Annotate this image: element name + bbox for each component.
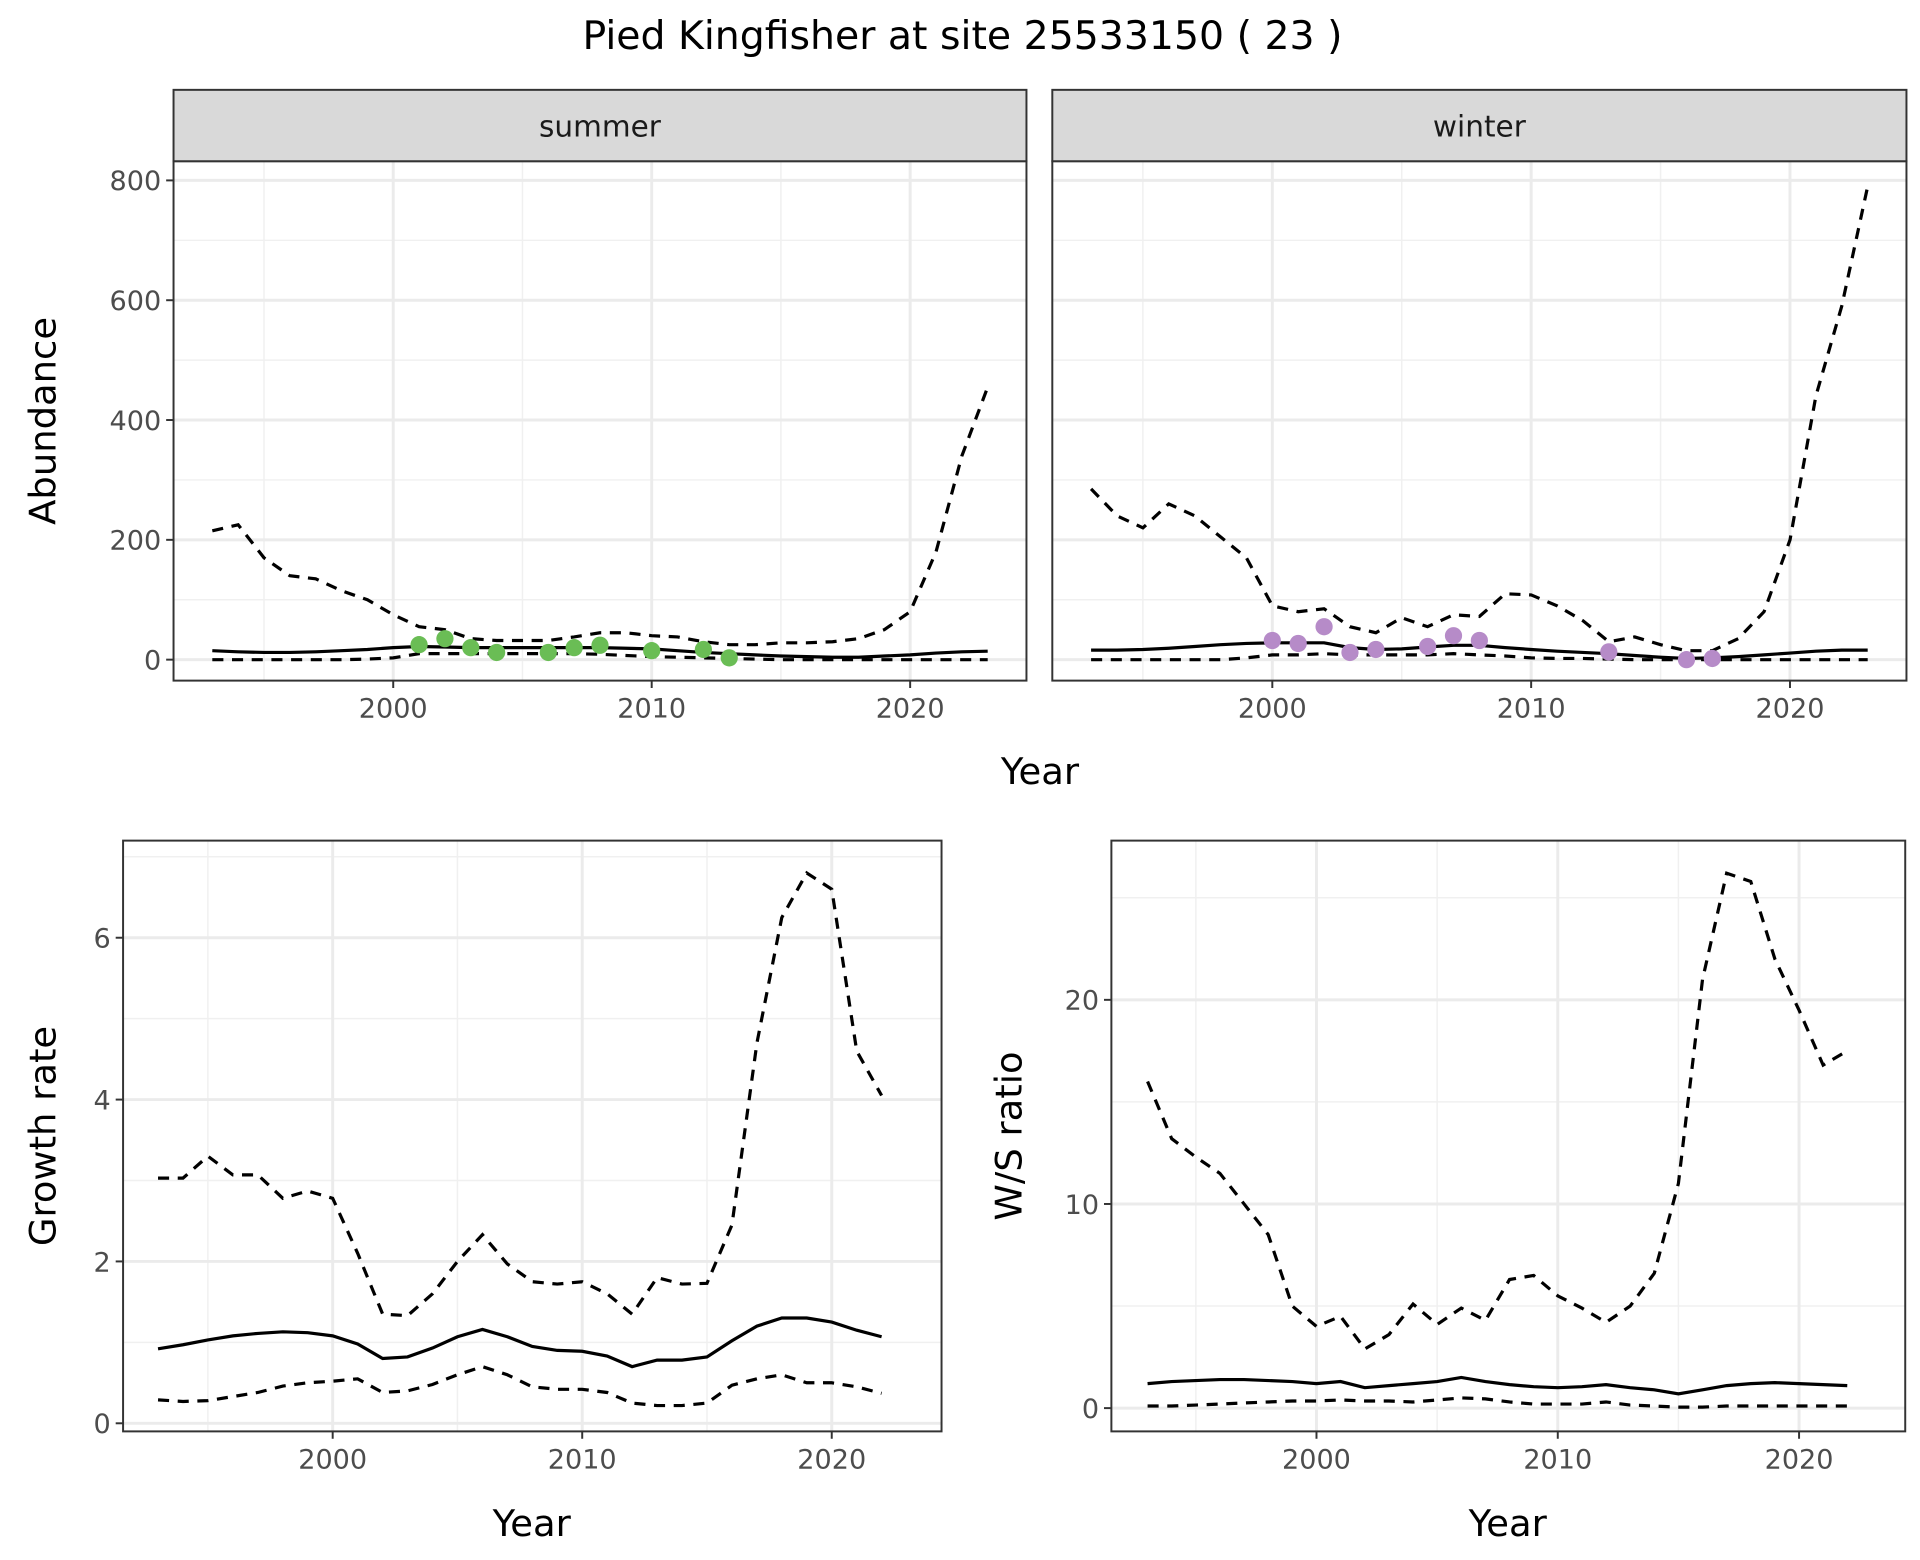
- facet-strip-label: summer: [539, 110, 662, 144]
- y-tick-label: 200: [110, 526, 162, 557]
- y-tick-label: 0: [1082, 1394, 1099, 1425]
- upper-bound-line: [1089, 185, 1870, 653]
- facet-strip: [172, 88, 1028, 163]
- observed-point: [720, 649, 738, 667]
- y-tick-label: 2: [94, 1247, 111, 1278]
- observed-point: [1444, 627, 1463, 645]
- observed-point: [565, 639, 583, 657]
- ws-y-label: W/S ratio: [988, 1051, 1031, 1220]
- observed-point: [1367, 640, 1385, 659]
- x-tick-label: 2010: [1497, 694, 1566, 725]
- facet-strip: [1051, 88, 1908, 163]
- observed-point: [1600, 643, 1618, 661]
- abundance-summer-panel: 2000 2010 2020 0 200 400 600 800 summer: [110, 88, 1028, 725]
- x-tick-label: 2000: [359, 694, 428, 725]
- ws-ratio-panel: 2000 2010 2020 0 10 20: [1065, 839, 1907, 1475]
- y-tick-label: 6: [94, 924, 111, 955]
- x-tick-label: 2010: [617, 694, 686, 725]
- observed-point: [1315, 618, 1333, 636]
- facet-strip-label: winter: [1433, 110, 1527, 144]
- x-tick-label: 2020: [797, 1444, 866, 1475]
- abundance-winter-panel: 2000 2010 2020 winter: [1051, 88, 1908, 725]
- x-tick-label: 2010: [1523, 1444, 1592, 1475]
- x-tick-label: 2020: [876, 694, 945, 725]
- x-tick-label: 2000: [1238, 694, 1307, 725]
- y-tick-label: 4: [94, 1085, 111, 1116]
- panel-border: [1110, 839, 1907, 1433]
- growth-y-label: Growth rate: [21, 1026, 64, 1246]
- observed-point: [410, 636, 428, 654]
- observed-point: [436, 630, 454, 648]
- observed-point: [1677, 651, 1696, 669]
- y-tick-label: 0: [144, 645, 161, 676]
- observed-point: [694, 640, 712, 659]
- panel-border: [122, 839, 943, 1433]
- y-tick-label: 600: [110, 286, 162, 317]
- observed-point: [1263, 631, 1281, 650]
- y-tick-label: 400: [110, 406, 162, 437]
- abundance-y-label: Abundance: [21, 317, 64, 525]
- y-tick-label: 800: [110, 166, 162, 197]
- x-tick-label: 2000: [298, 1444, 367, 1475]
- upper-bound-line: [158, 870, 883, 1318]
- x-tick-label: 2010: [548, 1444, 617, 1475]
- upper-bound-line: [1146, 871, 1849, 1352]
- mean-line: [1147, 1375, 1848, 1396]
- abundance-x-label: Year: [1000, 750, 1080, 793]
- observed-point: [643, 642, 661, 660]
- y-tick-label: 0: [94, 1409, 111, 1440]
- x-tick-label: 2020: [1756, 694, 1825, 725]
- growth-rate-panel: 2000 2010 2020 0 2 4 6: [94, 839, 943, 1475]
- observed-point: [1703, 649, 1721, 668]
- x-tick-label: 2020: [1765, 1444, 1834, 1475]
- observed-point: [591, 636, 609, 654]
- chart-title: Pied Kingfisher at site 25533150 ( 23 ): [582, 13, 1342, 59]
- lower-bound-line: [212, 652, 988, 662]
- upper-bound-line: [211, 386, 990, 647]
- observed-point: [1289, 634, 1307, 653]
- panel-background: [1111, 840, 1906, 1432]
- observed-point: [1419, 637, 1437, 656]
- observed-point: [462, 639, 480, 657]
- observed-point: [1341, 643, 1359, 662]
- observed-point: [539, 643, 557, 662]
- observed-point: [1470, 631, 1488, 650]
- observed-point: [488, 643, 506, 662]
- x-tick-label: 2000: [1282, 1444, 1351, 1475]
- y-tick-label: 10: [1065, 1190, 1099, 1221]
- mean-line: [157, 1316, 883, 1369]
- y-tick-label: 20: [1065, 986, 1099, 1017]
- growth-x-label: Year: [492, 1502, 572, 1545]
- lower-bound-line: [157, 1364, 883, 1408]
- ws-x-label: Year: [1468, 1502, 1548, 1545]
